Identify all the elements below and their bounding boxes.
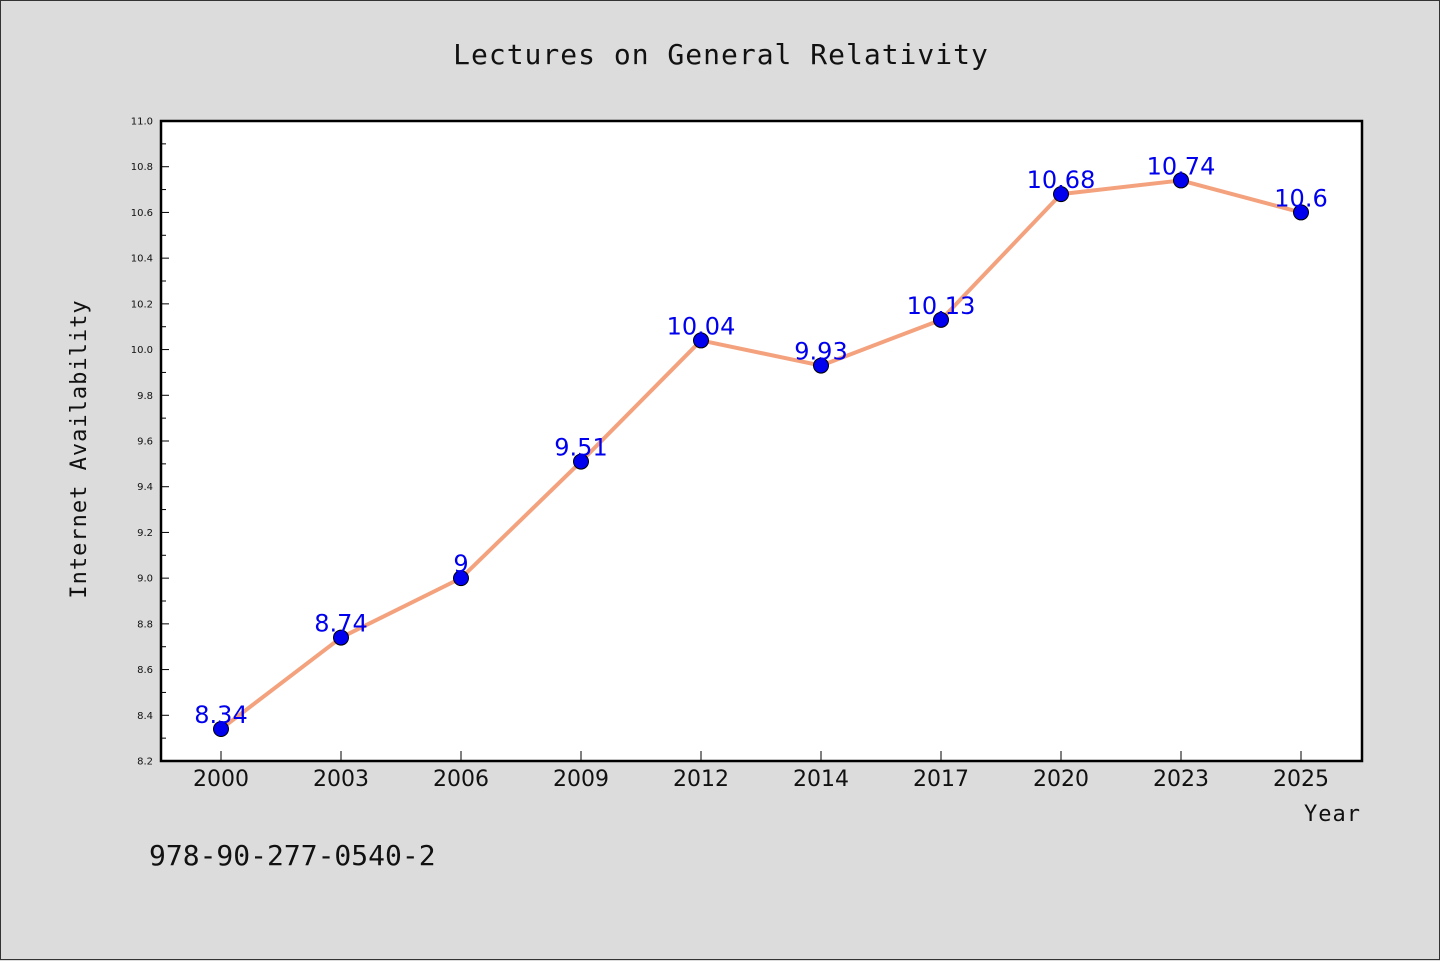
data-label: 10.04 [667,312,736,340]
y-tick-label: 10.6 [131,208,153,219]
y-axis-label: Internet Availability [67,299,92,598]
chart-title: Lectures on General Relativity [453,38,989,71]
series-line [219,178,1302,731]
data-point [333,629,349,646]
data-label: 9.51 [554,434,607,462]
data-point [213,721,229,737]
data-label: 10.74 [1147,152,1216,180]
y-tick-label: 10.2 [131,299,153,310]
y-tick-label: 10.8 [131,162,153,173]
x-tick-label: 2025 [1273,767,1329,792]
x-tick-label: 2012 [673,767,729,792]
data-point [693,332,709,349]
x-tick-label: 2014 [793,767,849,792]
data-point [1053,186,1069,203]
y-tick-label: 8.4 [137,711,153,722]
data-labels: 8.34 8.74 9 9.51 10.04 9.93 10.13 10.68 10.74 10.… [194,152,1327,729]
y-tick-label: 8.2 [137,757,153,768]
data-point [453,570,469,587]
x-tick-label: 2000 [193,767,249,792]
y-tick-label: 10.0 [131,345,153,356]
y-tick-label: 9.2 [137,528,153,539]
y-tick-label: 11.0 [131,117,153,128]
data-point [1293,204,1309,221]
data-point [573,453,589,470]
data-point [813,357,829,374]
y-tick-label: 8.8 [137,619,153,630]
data-markers [213,172,1309,737]
x-axis: 2000 2003 2006 2009 2012 2014 2017 2020 2023 2025 [193,751,1329,792]
data-label: 10.13 [907,292,976,320]
x-tick-label: 2009 [553,767,609,792]
y-tick-label: 9.4 [137,482,153,493]
y-tick-label: 9.6 [137,437,153,448]
x-tick-label: 2023 [1153,767,1209,792]
y-tick-label: 8.6 [137,665,153,676]
y-tick-label: 9.0 [137,574,153,585]
y-tick-label: 9.8 [137,391,153,402]
data-label: 8.74 [314,610,367,638]
data-label: 9 [453,550,468,578]
x-tick-label: 2020 [1033,767,1089,792]
data-label: 8.34 [194,701,247,729]
data-label: 10.6 [1274,184,1327,212]
x-tick-label: 2017 [913,767,969,792]
y-axis: 8.2 8.4 8.6 8.8 9.0 9.2 9.4 9.6 9.8 10.0 10.2 10.4 1… [131,117,169,768]
isbn-footer-text: 978-90-277-0540-2 [149,839,436,872]
x-tick-label: 2003 [313,767,369,792]
data-label: 10.68 [1027,166,1096,194]
data-point [1173,172,1189,189]
x-tick-label: 2006 [433,767,489,792]
data-label: 9.93 [794,338,847,366]
data-point [933,311,949,328]
y-tick-label: 10.4 [131,254,153,265]
x-axis-label: Year [1304,802,1361,827]
plot-area [159,119,1364,763]
